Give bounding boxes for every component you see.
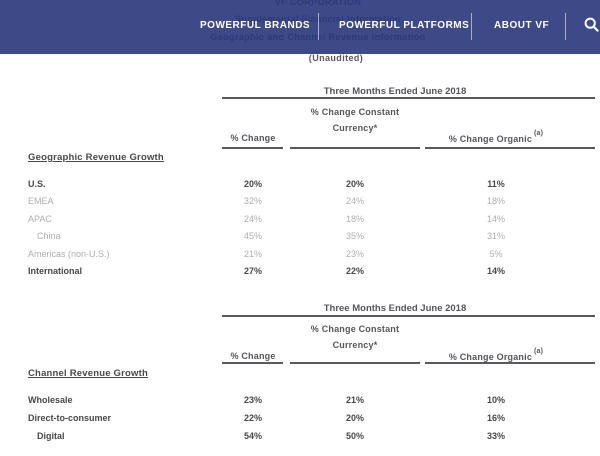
- table-rule: [222, 315, 595, 317]
- table-row: Digital 54% 50% 33%: [0, 431, 600, 443]
- row-label: APAC: [28, 214, 52, 224]
- column-header-organic: % Change Organic(a): [448, 348, 544, 362]
- row-label: Digital: [37, 431, 65, 441]
- row-label: China: [37, 231, 61, 241]
- channel-revenue-table: Three Months Ended June 2018 % Change Co…: [0, 303, 600, 453]
- column-header-constant-currency: % Change Constant Currency*: [310, 324, 400, 350]
- row-label: Americas (non-U.S.): [28, 249, 110, 259]
- column-rule: [425, 362, 595, 364]
- document-title-heading: Geographic and Channel Revenue Informati…: [210, 32, 426, 42]
- cell-constant-currency: 35%: [345, 231, 364, 241]
- cell-change: 27%: [243, 266, 262, 276]
- unaudited-note: (Unaudited): [308, 53, 364, 63]
- row-label: International: [28, 266, 83, 276]
- cell-constant-currency: 23%: [345, 249, 364, 259]
- cell-change: 54%: [243, 431, 262, 441]
- column-rule: [222, 147, 283, 149]
- table-row: Americas (non-U.S.) 21% 23% 5%: [0, 249, 600, 261]
- nav-separator: [471, 13, 472, 40]
- cell-constant-currency: 21%: [345, 395, 364, 405]
- cell-change: 22%: [243, 413, 262, 423]
- section-title-channel: Channel Revenue Growth: [28, 368, 149, 379]
- document-company-heading: VF CORPORATION: [274, 0, 362, 7]
- cell-change: 23%: [243, 395, 262, 405]
- cell-organic: 18%: [486, 196, 505, 206]
- column-rule: [290, 147, 420, 149]
- cell-organic: 14%: [486, 266, 505, 276]
- cell-organic: 5%: [489, 249, 503, 259]
- cell-organic: 14%: [486, 214, 505, 224]
- section-title-geographic: Geographic Revenue Growth: [28, 152, 164, 163]
- cell-change: 20%: [243, 179, 262, 189]
- cell-change: 21%: [243, 249, 262, 259]
- cell-change: 45%: [243, 231, 262, 241]
- geographic-revenue-table: Three Months Ended June 2018 % Change Co…: [0, 86, 600, 286]
- search-icon[interactable]: [584, 17, 599, 37]
- column-header-constant-currency: % Change Constant Currency*: [310, 107, 400, 133]
- top-navigation-bar: VF CORPORATION Supplemental Financial In…: [0, 0, 600, 54]
- cell-constant-currency: 20%: [345, 413, 364, 423]
- cell-change: 24%: [243, 214, 262, 224]
- nav-item-powerful-brands[interactable]: POWERFUL BRANDS: [200, 20, 311, 31]
- table-rule: [222, 97, 595, 99]
- nav-item-about-vf[interactable]: ABOUT VF: [494, 20, 550, 31]
- cell-organic: 10%: [486, 395, 505, 405]
- table-row: Wholesale 23% 21% 10%: [0, 395, 600, 407]
- column-rule: [290, 362, 420, 364]
- row-label: Direct-to-consumer: [28, 413, 112, 423]
- column-header-change: % Change: [230, 351, 276, 361]
- cell-change: 32%: [243, 196, 262, 206]
- cell-constant-currency: 24%: [345, 196, 364, 206]
- cell-constant-currency: 50%: [345, 431, 364, 441]
- cell-organic: 33%: [486, 431, 505, 441]
- nav-separator: [318, 13, 319, 40]
- column-rule: [222, 362, 283, 364]
- cell-organic: 11%: [487, 179, 505, 189]
- row-label: U.S.: [28, 179, 46, 189]
- table-row: U.S. 20% 20% 11%: [0, 179, 600, 191]
- cell-organic: 31%: [486, 231, 505, 241]
- nav-item-powerful-platforms[interactable]: POWERFUL PLATFORMS: [339, 20, 470, 31]
- nav-separator: [565, 13, 566, 40]
- table-row: China 45% 35% 31%: [0, 231, 600, 243]
- table-period-header: Three Months Ended June 2018: [323, 86, 467, 97]
- table-period-header: Three Months Ended June 2018: [323, 303, 467, 314]
- row-label: Wholesale: [28, 395, 73, 405]
- column-header-change: % Change: [230, 133, 276, 143]
- table-row: EMEA 32% 24% 18%: [0, 196, 600, 208]
- table-row: APAC 24% 18% 14%: [0, 214, 600, 226]
- row-label: EMEA: [28, 196, 54, 206]
- cell-organic: 16%: [486, 413, 505, 423]
- table-row: International 27% 22% 14%: [0, 266, 600, 278]
- column-header-organic: % Change Organic(a): [448, 130, 544, 144]
- table-row: Direct-to-consumer 22% 20% 16%: [0, 413, 600, 425]
- cell-constant-currency: 18%: [345, 214, 364, 224]
- cell-constant-currency: 20%: [345, 179, 364, 189]
- document-subtitle-heading: Supplemental Financial Information: [234, 14, 402, 24]
- column-rule: [425, 147, 595, 149]
- cell-constant-currency: 22%: [345, 266, 364, 276]
